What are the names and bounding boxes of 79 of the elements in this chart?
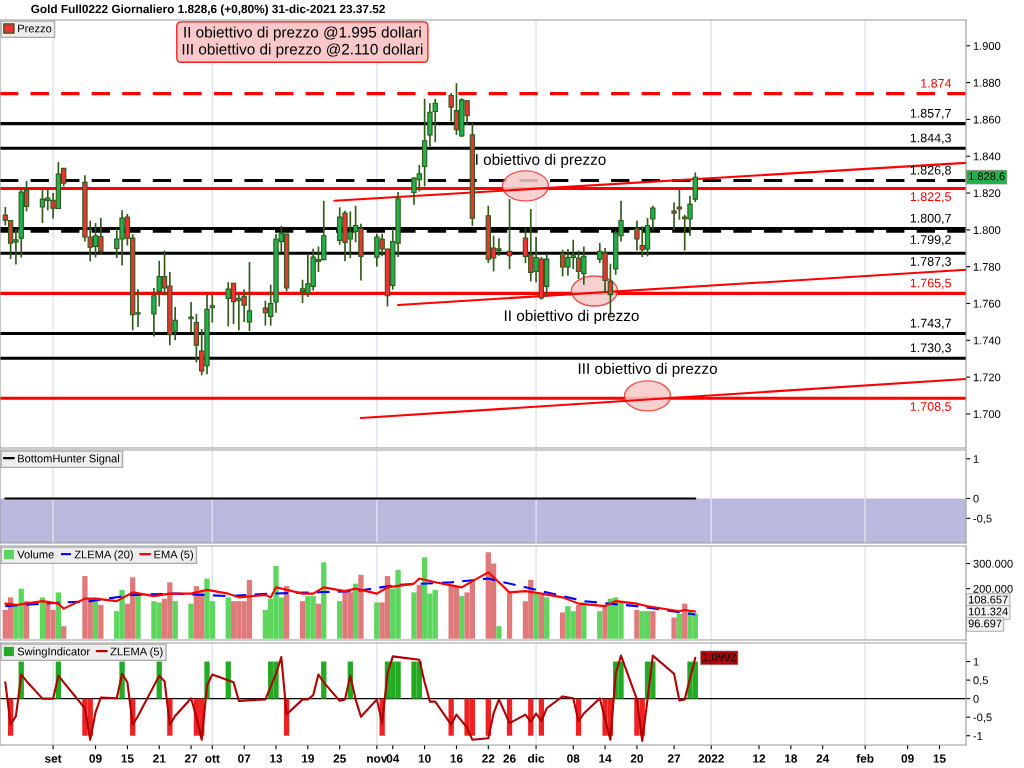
text: 108.657 [968, 595, 1008, 604]
text: 96.697 [968, 619, 1002, 628]
ref-line-label: 1.765,5 [910, 278, 951, 289]
y-tick-label: 300.000 [973, 559, 1013, 568]
x-tick-label: ott [205, 754, 220, 763]
y-tick-label: 1.860 [973, 115, 1001, 124]
annotation: II obiettivo di prezzo [504, 309, 639, 325]
y-tick-label: -1 [973, 732, 983, 740]
x-tick-label: 15 [121, 754, 134, 763]
y-tick-label: 1.700 [973, 410, 1001, 419]
data-label: 1,0992 [703, 652, 736, 663]
y-tick-label: 0 [973, 494, 979, 503]
legend-label: Volume [17, 550, 54, 559]
ref-line-label: 1.743,7 [910, 318, 951, 330]
y-tick-label: 1.880 [973, 78, 1001, 87]
y-tick-label: 1.900 [973, 42, 1001, 50]
x-tick-label: 16 [450, 754, 463, 763]
ref-line-label: 1.730,3 [910, 343, 951, 354]
legend-label: Prezzo [18, 24, 52, 33]
text: 1.828,6 [968, 172, 1005, 182]
annotation: II obiettivo di prezzo @1.995 dollari [184, 26, 421, 41]
ref-line-label: 1.844,3 [910, 133, 951, 144]
x-tick-label: 09 [89, 754, 102, 763]
x-tick-label: 08 [567, 754, 580, 763]
x-tick-label: 18 [785, 754, 798, 763]
x-tick-label: 27 [667, 754, 681, 763]
x-tick-label: 04 [386, 754, 400, 763]
y-tick-label: 1.800 [973, 226, 1001, 234]
legend-label: EMA (5) [154, 550, 193, 561]
y-tick-label: 1.840 [973, 152, 1001, 161]
y-tick-label: -0,5 [973, 713, 992, 723]
text: 101.324 [968, 607, 1008, 616]
x-tick-label: 07 [238, 754, 251, 763]
y-tick-label: 1.760 [973, 299, 1001, 308]
legend-label: ZLEMA (5) [110, 647, 163, 658]
y-tick-label: 1.820 [973, 189, 1001, 198]
annotation: III obiettivo di prezzo @2.110 dollari [182, 43, 423, 58]
x-tick-label: 09 [901, 754, 914, 763]
y-tick-label: -0,5 [973, 514, 992, 524]
x-tick-label: 10 [418, 754, 431, 763]
x-tick-label: 14 [599, 754, 612, 763]
x-tick-label: 21 [153, 754, 166, 763]
annotation: I obiettivo di prezzo [476, 153, 606, 168]
ref-line-label: 1.787,3 [910, 257, 951, 268]
y-tick-label: 1.780 [973, 262, 1001, 271]
x-tick-label: 27 [184, 754, 198, 763]
ref-line-label: 1.826,8 [910, 165, 951, 177]
ref-line-label: 1.800,7 [910, 213, 951, 225]
chart-title: Gold Full0222 Giornaliero 1.828,6 (+0,80%) 31-dic-2021 23.37.52 [31, 4, 385, 16]
x-tick-label: 20 [630, 754, 644, 763]
x-tick-label: feb [856, 754, 874, 763]
y-tick-label: 1 [973, 455, 979, 463]
x-tick-label: 13 [270, 754, 283, 763]
ref-line-label: 1.874 [921, 78, 952, 88]
x-tick-label: set [44, 754, 62, 763]
y-tick-label: 200.000 [973, 584, 1013, 593]
y-tick-label: 1.740 [973, 336, 1001, 345]
y-tick-label: 1 [973, 657, 979, 666]
x-tick-label: 15 [933, 754, 946, 763]
x-tick-label: nov [367, 756, 388, 763]
x-tick-label: 26 [503, 754, 516, 763]
x-tick-label: 22 [482, 754, 495, 763]
x-tick-label: 12 [753, 754, 766, 763]
annotation: III obiettivo di prezzo [578, 362, 717, 378]
x-tick-label: 24 [816, 754, 830, 763]
legend-label: SwingIndicator [17, 647, 90, 658]
y-tick-label: 0,5 [973, 676, 988, 686]
ref-line-label: 1.822,5 [910, 192, 951, 203]
y-tick-label: 0 [973, 694, 979, 703]
ref-line-label: 1.708,5 [910, 402, 951, 413]
legend-label: BottomHunter Signal [18, 454, 119, 465]
x-tick-label: dic [528, 754, 545, 763]
x-tick-label: 2022 [698, 754, 724, 763]
y-tick-label: 1.720 [973, 373, 1001, 382]
legend-label: ZLEMA (20) [74, 550, 133, 561]
ref-line-label: 1.857,7 [910, 108, 951, 120]
x-tick-label: 25 [333, 754, 346, 763]
x-tick-label: 19 [302, 754, 314, 763]
ref-line-label: 1.799,2 [910, 235, 951, 246]
